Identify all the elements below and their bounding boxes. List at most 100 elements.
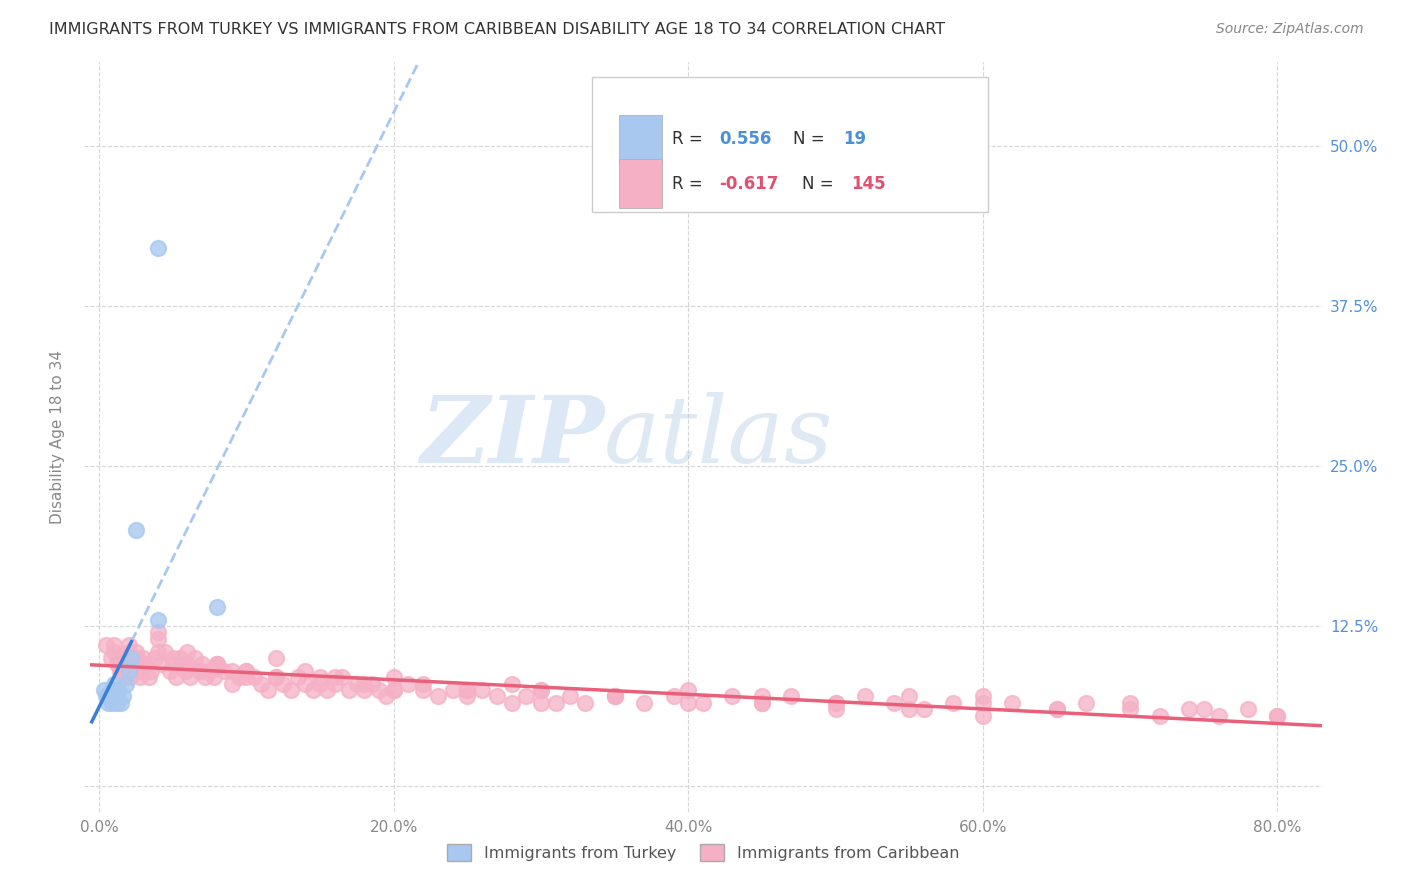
Point (132, 657, 155, 672)
Point (128, 664, 150, 678)
Point (692, 696, 714, 710)
Text: atlas: atlas (605, 392, 834, 482)
Point (824, 696, 846, 710)
Point (294, 664, 316, 678)
Point (93, 683, 115, 698)
Point (235, 664, 257, 678)
Point (264, 651, 287, 665)
Point (125, 651, 148, 665)
Point (287, 670, 309, 684)
FancyBboxPatch shape (592, 78, 987, 212)
Point (412, 683, 434, 698)
Point (426, 690, 449, 704)
Point (143, 651, 166, 665)
Point (1267, 708, 1289, 723)
Point (678, 683, 700, 698)
Point (146, 613, 169, 627)
Point (96, 638, 118, 652)
Point (280, 683, 302, 698)
Point (824, 696, 846, 710)
Point (96, 690, 118, 704)
Point (110, 657, 132, 672)
Point (108, 664, 131, 678)
Point (169, 651, 191, 665)
Point (176, 645, 198, 659)
Point (103, 676, 125, 690)
Point (501, 696, 523, 710)
Point (1045, 702, 1067, 716)
Point (129, 670, 152, 684)
Point (103, 645, 125, 659)
Point (105, 696, 128, 710)
Point (471, 683, 494, 698)
Point (176, 657, 198, 672)
Point (125, 645, 148, 659)
Point (662, 690, 685, 704)
Text: N =: N = (793, 130, 830, 148)
Point (179, 670, 201, 684)
Point (751, 696, 773, 710)
Text: R =: R = (672, 130, 709, 148)
Point (360, 676, 382, 690)
Text: 0.556: 0.556 (718, 130, 772, 148)
Text: N =: N = (801, 175, 839, 193)
Text: 19: 19 (842, 130, 866, 148)
Text: ZIP: ZIP (420, 392, 605, 482)
Point (309, 676, 332, 690)
Point (382, 683, 405, 698)
Point (264, 670, 287, 684)
Y-axis label: Disability Age 18 to 34: Disability Age 18 to 34 (51, 350, 65, 524)
Point (353, 683, 375, 698)
Point (184, 651, 207, 665)
Point (1237, 702, 1260, 716)
Point (339, 683, 361, 698)
Point (456, 683, 478, 698)
Point (382, 683, 405, 698)
Point (221, 676, 243, 690)
Point (146, 625, 169, 640)
Point (176, 657, 198, 672)
Point (112, 670, 135, 684)
Point (751, 690, 773, 704)
Bar (619, 160, 662, 208)
Point (912, 702, 935, 716)
Point (205, 657, 228, 672)
Point (853, 690, 876, 704)
Point (1267, 708, 1289, 723)
Point (1045, 702, 1067, 716)
Point (316, 683, 339, 698)
Point (235, 670, 257, 684)
Point (149, 657, 172, 672)
Point (188, 664, 211, 678)
Point (368, 683, 391, 698)
Point (115, 657, 138, 672)
Point (111, 690, 134, 704)
Point (1001, 696, 1024, 710)
Point (114, 664, 136, 678)
Point (1149, 708, 1171, 723)
Point (721, 690, 744, 704)
Point (205, 657, 228, 672)
Point (456, 690, 478, 704)
Point (107, 683, 129, 698)
Point (1119, 696, 1142, 710)
Point (264, 670, 287, 684)
Point (530, 683, 553, 698)
Point (114, 676, 136, 690)
Point (117, 645, 139, 659)
Point (309, 670, 332, 684)
Point (105, 657, 128, 672)
Point (124, 657, 146, 672)
Point (165, 670, 187, 684)
Point (146, 645, 169, 659)
Point (396, 676, 419, 690)
Point (117, 664, 139, 678)
Point (194, 670, 217, 684)
Point (485, 690, 508, 704)
Point (202, 670, 225, 684)
Point (1074, 696, 1097, 710)
Point (139, 664, 162, 678)
Point (972, 696, 994, 710)
Point (198, 664, 221, 678)
Point (100, 683, 122, 698)
